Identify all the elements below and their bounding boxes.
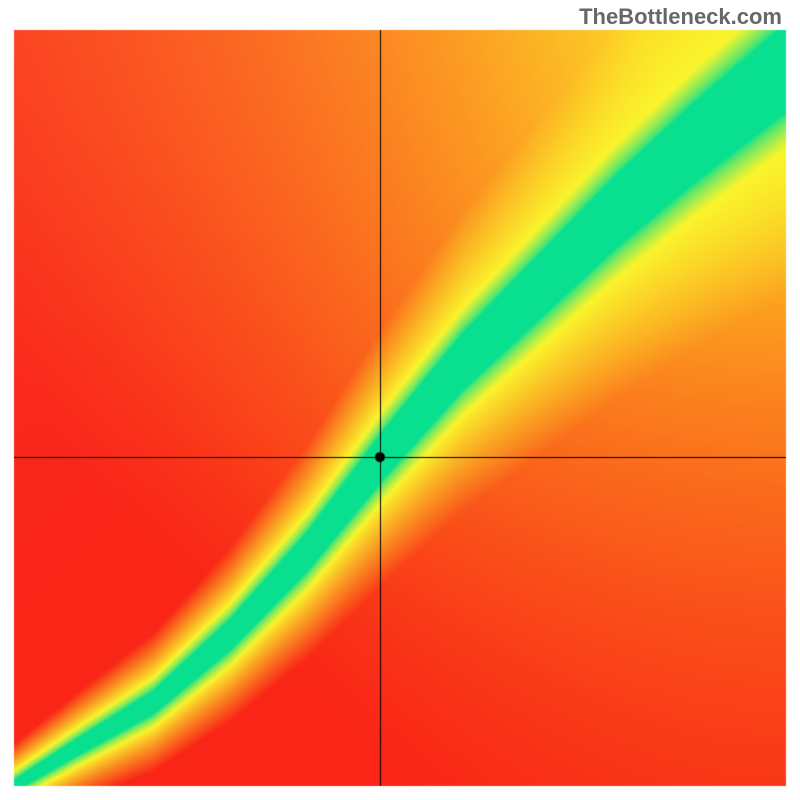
watermark-text: TheBottleneck.com [579, 4, 782, 30]
bottleneck-heatmap [0, 0, 800, 800]
chart-container: TheBottleneck.com [0, 0, 800, 800]
